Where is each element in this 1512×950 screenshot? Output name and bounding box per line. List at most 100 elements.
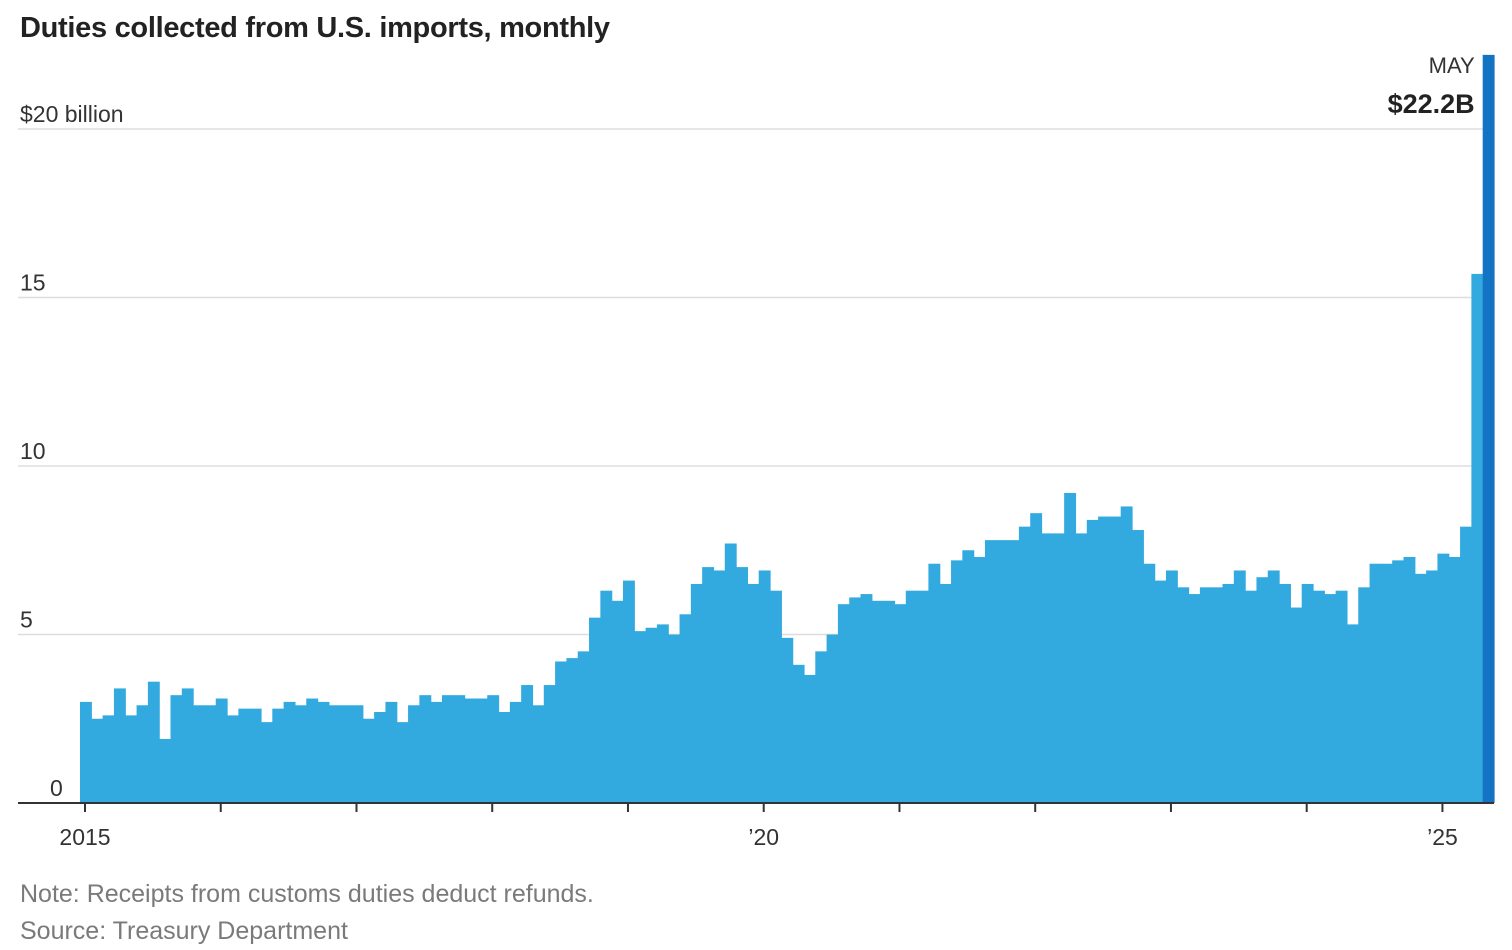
bar xyxy=(1120,506,1133,803)
bar xyxy=(408,705,420,803)
bar xyxy=(860,594,873,803)
bar xyxy=(1177,587,1190,803)
bar xyxy=(1075,533,1088,803)
bar xyxy=(555,661,568,803)
bar xyxy=(566,658,579,803)
bar xyxy=(951,560,963,803)
bar xyxy=(147,681,160,803)
note-text: Note: Receipts from customs duties deduc… xyxy=(20,880,594,908)
bar xyxy=(1267,570,1280,803)
bar xyxy=(509,701,522,803)
bar xyxy=(80,701,92,803)
bar xyxy=(611,600,624,803)
callout-month: MAY xyxy=(1429,53,1475,78)
bar xyxy=(113,688,126,803)
bar xyxy=(521,685,534,803)
bar xyxy=(1007,540,1020,803)
bar xyxy=(883,600,896,803)
bar xyxy=(656,624,669,803)
bar xyxy=(679,614,692,803)
bar xyxy=(204,705,217,803)
bar xyxy=(1324,594,1337,803)
bar xyxy=(724,543,737,803)
y-tick-label: $20 billion xyxy=(20,101,124,127)
bar xyxy=(917,590,929,803)
bar xyxy=(1460,526,1472,803)
bar xyxy=(306,698,319,803)
footnotes: Note: Receipts from customs duties deduc… xyxy=(20,876,594,950)
bar xyxy=(905,590,918,803)
bar xyxy=(1222,583,1235,803)
bar xyxy=(1358,587,1371,803)
bar xyxy=(159,738,172,803)
bar xyxy=(668,634,681,803)
bar xyxy=(894,604,907,803)
bar xyxy=(317,701,330,803)
bar xyxy=(396,722,409,803)
bar xyxy=(340,705,353,803)
bar xyxy=(385,701,398,803)
bar xyxy=(1256,577,1269,803)
bar xyxy=(871,600,884,803)
bar xyxy=(781,637,794,803)
bar xyxy=(996,540,1009,803)
bar xyxy=(837,604,850,803)
bar xyxy=(1109,516,1122,803)
x-tick-label: 2015 xyxy=(59,824,110,850)
bar xyxy=(747,583,760,803)
bar xyxy=(91,718,104,803)
bar xyxy=(464,698,477,803)
gridlines xyxy=(18,128,1494,636)
bar xyxy=(1154,580,1167,803)
bar xyxy=(589,617,601,803)
y-tick-label: 5 xyxy=(20,607,33,633)
bar xyxy=(136,705,149,803)
bar xyxy=(826,634,839,803)
bar xyxy=(1414,573,1427,803)
bar xyxy=(1030,513,1043,803)
bar xyxy=(272,708,285,803)
bar xyxy=(487,695,500,803)
bar xyxy=(984,540,997,803)
bar xyxy=(351,705,364,803)
bar xyxy=(600,590,613,803)
bar xyxy=(1380,563,1393,803)
bar xyxy=(1392,560,1405,803)
bar xyxy=(215,698,228,803)
bar xyxy=(962,550,975,803)
bar xyxy=(736,567,749,803)
bar xyxy=(1369,563,1382,803)
bar xyxy=(498,712,511,803)
bar xyxy=(815,651,828,803)
bar xyxy=(702,567,715,803)
bar-chart: $20 billion 15 10 5 0 2015 ’20 ’25 MAY $22.2B xyxy=(18,53,1495,850)
bar xyxy=(283,701,296,803)
y-tick-label: 0 xyxy=(50,775,63,801)
bar xyxy=(803,674,816,803)
bar xyxy=(1448,556,1461,803)
bar xyxy=(792,664,805,803)
bar xyxy=(1086,519,1099,803)
bar xyxy=(1098,516,1110,803)
bar xyxy=(973,556,986,803)
bar xyxy=(1064,492,1077,803)
bar xyxy=(125,715,138,803)
highlighted-bar xyxy=(1482,54,1495,804)
bar xyxy=(1018,526,1031,803)
bar xyxy=(1052,533,1065,803)
bar xyxy=(1041,533,1054,803)
bar xyxy=(1233,570,1246,803)
bar xyxy=(939,583,952,803)
bar xyxy=(1403,556,1416,803)
x-axis xyxy=(18,802,1494,812)
bar xyxy=(928,563,941,803)
bar xyxy=(1143,563,1156,803)
x-axis-labels: 2015 ’20 ’25 xyxy=(59,824,1457,850)
bar xyxy=(1335,590,1348,803)
callout-value: $22.2B xyxy=(1388,89,1475,119)
bar xyxy=(441,695,454,803)
bar xyxy=(1188,594,1201,803)
bar xyxy=(1313,590,1325,803)
bar xyxy=(1471,273,1484,803)
bars xyxy=(80,54,1495,804)
